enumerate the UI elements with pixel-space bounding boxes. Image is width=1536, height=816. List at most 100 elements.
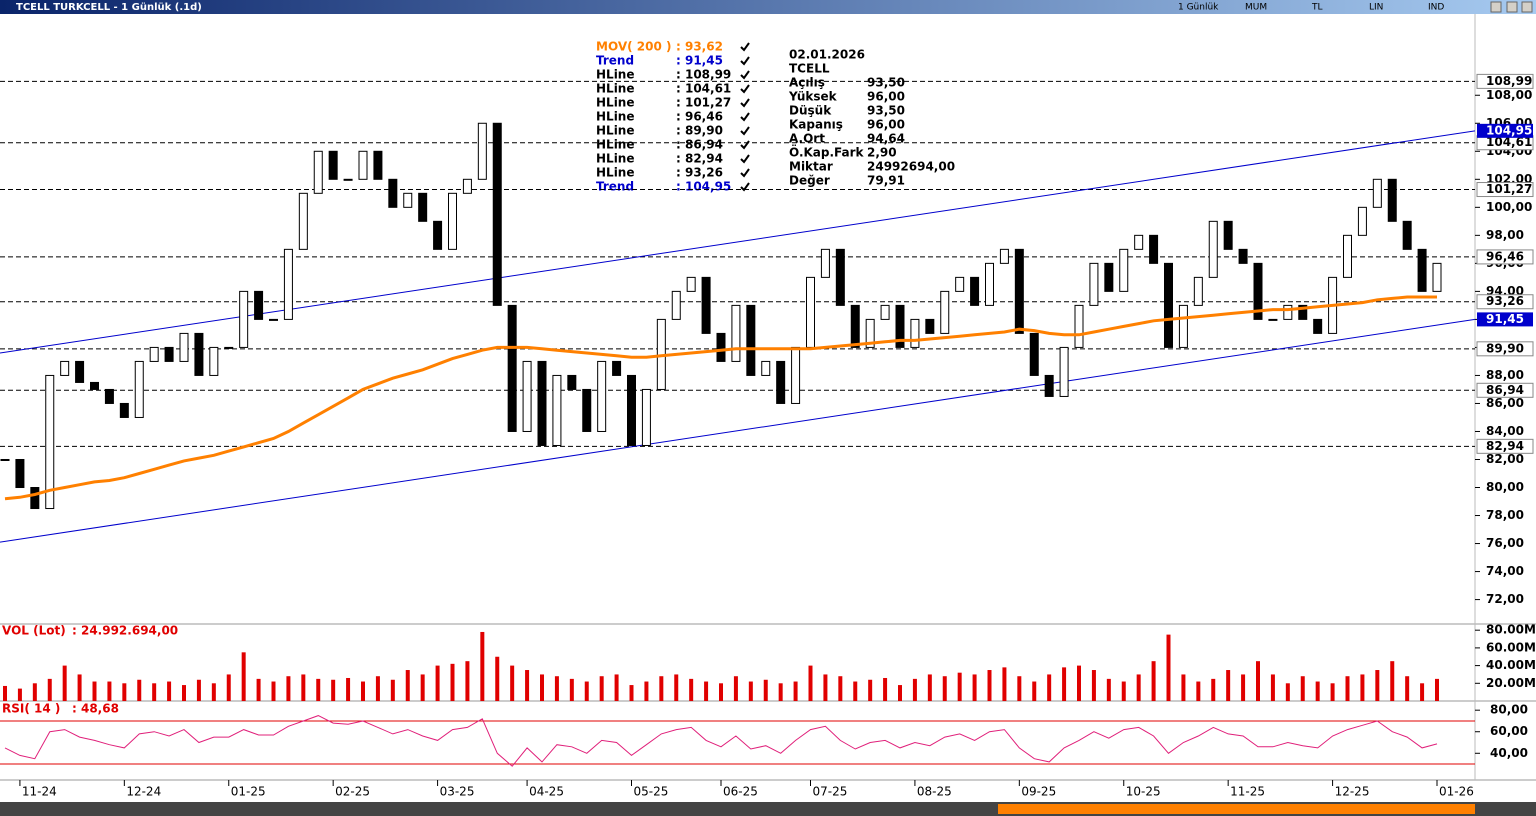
volume-bar	[271, 681, 276, 701]
volume-bar	[808, 665, 813, 701]
volume-bar	[554, 676, 559, 701]
legend-value: : 101,27	[676, 96, 731, 110]
volume-bar	[957, 672, 962, 701]
info-label: Değer	[789, 174, 830, 188]
legend-name: HLine	[596, 68, 634, 82]
legend-value: : 86,94	[676, 138, 723, 152]
candle	[1014, 248, 1024, 334]
candle	[716, 332, 726, 362]
candle	[1164, 262, 1173, 348]
legend-name: MOV( 200 )	[596, 40, 671, 54]
candle	[820, 248, 830, 278]
candle	[880, 304, 890, 320]
volume-bar	[196, 679, 201, 701]
candle	[522, 360, 532, 432]
legend-check	[740, 126, 750, 136]
info-value: 96,00	[867, 118, 905, 132]
candle	[761, 360, 771, 376]
volume-bar	[375, 676, 380, 701]
info-value: 93,50	[867, 76, 905, 90]
candle	[313, 150, 323, 194]
volume-bar	[733, 676, 738, 701]
legend-value: : 108,99	[676, 68, 731, 82]
y-tick-label: 60.00M	[1486, 640, 1536, 654]
minimize-button[interactable]	[1490, 1, 1502, 13]
volume-bar	[1256, 661, 1260, 701]
y-tick-label: 86,00	[1486, 396, 1524, 410]
toolbar-item[interactable]: LIN	[1369, 3, 1383, 13]
hline-label-box	[1476, 341, 1534, 357]
candle	[254, 290, 264, 320]
volume-bar	[1106, 678, 1111, 701]
legend-value: : 91,45	[676, 54, 723, 68]
toolbar-item[interactable]: 1 Günlük	[1178, 3, 1219, 13]
hline-label: 101,27	[1486, 182, 1532, 196]
legend-check	[740, 112, 750, 122]
x-tick-label: 10-25	[1126, 785, 1161, 799]
rsi-line	[4, 715, 1438, 767]
volume-bar	[1315, 681, 1320, 701]
candle	[612, 360, 622, 376]
legend-value: : 82,94	[676, 152, 723, 166]
volume-bar	[32, 683, 37, 701]
y-tick-label: 40,00	[1490, 746, 1528, 760]
moving-average	[4, 295, 1437, 501]
hline-label: 104,61	[1486, 135, 1532, 149]
x-tick-label: 07-25	[813, 785, 848, 799]
candle	[418, 192, 428, 222]
candle	[1417, 248, 1427, 292]
candle	[164, 346, 174, 362]
volume-title: VOL (Lot)	[2, 624, 66, 638]
volume-bar	[1360, 674, 1365, 701]
candle	[1432, 262, 1442, 292]
legend-check	[740, 140, 750, 150]
y-tick-label: 76,00	[1486, 536, 1524, 550]
toolbar-item[interactable]: IND	[1428, 3, 1444, 13]
legend-name: HLine	[596, 124, 634, 138]
volume-bar	[614, 674, 619, 701]
legend-value: : 104,95	[676, 180, 731, 194]
candle	[627, 374, 636, 446]
info-label: Miktar	[789, 160, 833, 174]
y-tick-label: 20.00M	[1486, 676, 1536, 690]
x-tick-label: 01-26	[1439, 785, 1474, 799]
x-tick-label: 02-25	[335, 785, 370, 799]
candle	[119, 402, 129, 418]
y-tick-label: 40.00M	[1486, 658, 1536, 672]
trend-label: 91,45	[1486, 312, 1524, 326]
x-tick-label: 08-25	[917, 785, 952, 799]
maximize-button[interactable]	[1506, 1, 1518, 13]
volume-bar	[689, 678, 694, 701]
volume-bar	[1032, 681, 1037, 701]
y-tick-label: 108,00	[1486, 88, 1532, 102]
toolbar-item[interactable]: TL	[1311, 3, 1323, 13]
info-label: Yüksek	[788, 90, 838, 104]
trend-label: 104,95	[1486, 123, 1532, 137]
volume-bar	[1345, 676, 1350, 701]
candle	[1208, 220, 1218, 278]
close-button[interactable]	[1521, 1, 1533, 13]
volume-bar	[226, 674, 231, 701]
legend-check	[740, 84, 750, 94]
candle	[1149, 234, 1159, 264]
volume-bar	[1077, 665, 1081, 701]
volume-bar	[3, 685, 7, 701]
candle	[1372, 178, 1382, 208]
candle	[537, 360, 547, 446]
volume-bar	[674, 674, 679, 701]
scrollbar-thumb[interactable]	[998, 804, 1475, 814]
volume-bar	[1405, 676, 1410, 701]
volume-bar	[838, 676, 843, 701]
legend-name: HLine	[596, 152, 634, 166]
candle	[1119, 248, 1129, 292]
volume-bar	[1151, 661, 1156, 701]
candle	[850, 304, 860, 348]
hline-label: 82,94	[1486, 439, 1524, 453]
legend-value: : 96,46	[676, 110, 723, 124]
trend-line	[0, 318, 1476, 543]
toolbar-item[interactable]: MUM	[1245, 3, 1267, 13]
candle	[955, 276, 965, 292]
candle	[1029, 332, 1039, 376]
candle	[343, 178, 353, 181]
